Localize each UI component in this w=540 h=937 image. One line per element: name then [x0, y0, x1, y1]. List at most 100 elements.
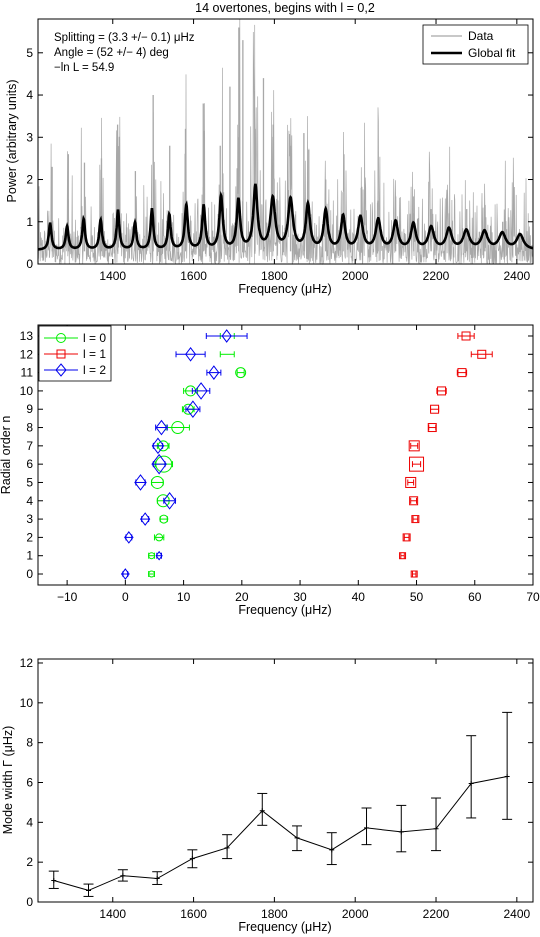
width-ytick-label: 2	[26, 855, 33, 869]
width-point	[294, 835, 300, 841]
echelle-ytick-label: 2	[26, 530, 33, 544]
legend-l1-marker	[56, 349, 66, 359]
width-line	[53, 776, 508, 891]
echelle-ytick-label: 13	[20, 329, 34, 343]
echelle-l0-point	[235, 367, 247, 379]
echelle-ytick-label: 0	[26, 567, 33, 581]
echelle-xtick-label: 40	[352, 590, 366, 604]
echelle-l2-point	[151, 453, 167, 475]
width-panel: 1400 1600 1800 2000 2200 2400 0 2 4 6 8 10 12 Freque…	[1, 656, 534, 934]
width-x-axis-label: Frequency (μHz)	[238, 920, 331, 934]
width-point	[398, 829, 404, 835]
echelle-l1-point	[437, 386, 447, 396]
spectrum-legend: Data Global fit	[422, 24, 529, 65]
echelle-ytick-label: 12	[20, 347, 34, 361]
spectrum-ytick-label: 2	[26, 173, 33, 187]
spectrum-ytick-label: 3	[26, 130, 33, 144]
echelle-xtick-label: 30	[293, 590, 307, 604]
echelle-xtick-label: 20	[235, 590, 249, 604]
spectrum-xtick-label: 1800	[261, 269, 288, 283]
echelle-l1-point	[457, 368, 467, 378]
width-point	[259, 808, 265, 814]
echelle-y-axis-label: Radial order n	[0, 416, 13, 495]
echelle-l0-point	[171, 421, 185, 435]
echelle-l2-point	[155, 419, 168, 436]
spectrum-y-axis-label: Power (arbitrary units)	[5, 80, 19, 203]
echelle-legend: l = 0 l = 1 l = 2	[38, 325, 112, 382]
echelle-l1-point	[405, 476, 417, 488]
width-xtick-label: 1400	[99, 907, 126, 921]
echelle-l2-point	[140, 512, 151, 526]
width-ytick-label: 12	[20, 656, 34, 670]
spectrum-xtick-label: 2400	[503, 269, 530, 283]
width-point	[86, 887, 92, 893]
echelle-l2-point	[155, 550, 163, 561]
echelle-ytick-label: 7	[26, 439, 33, 453]
echelle-l2-point	[185, 346, 197, 362]
width-ytick-label: 10	[20, 696, 34, 710]
echelle-l1-point	[430, 404, 440, 414]
echelle-l2-point	[120, 568, 130, 580]
spectrum-xtick-label: 2200	[423, 269, 450, 283]
width-point	[189, 856, 195, 862]
echelle-xtick-label: 10	[177, 590, 191, 604]
width-point	[433, 826, 439, 832]
echelle-l2-point	[151, 437, 165, 455]
spectrum-panel: 14 overtones, begins with l = 0,2 1400 16…	[5, 1, 534, 296]
echelle-l0-point	[150, 475, 164, 489]
echelle-l0-point	[148, 570, 156, 578]
spectrum-annotation-splitting: Splitting = (3.3 +/− 0.1) μHz	[54, 32, 195, 44]
width-point	[329, 847, 335, 853]
width-point	[468, 780, 474, 786]
echelle-ytick-label: 4	[26, 494, 33, 508]
echelle-l1-point	[461, 331, 471, 341]
width-xtick-label: 1600	[180, 907, 207, 921]
spectrum-ytick-label: 4	[26, 88, 33, 102]
echelle-l2-point	[186, 400, 200, 419]
legend-l2-label: l = 2	[83, 363, 106, 377]
spectrum-ytick-label: 0	[26, 257, 33, 271]
spectrum-xtick-label: 2000	[342, 269, 369, 283]
echelle-l0-point	[159, 514, 169, 524]
width-ytick-label: 6	[26, 775, 33, 789]
width-xtick-label: 2200	[423, 907, 450, 921]
echelle-l2-point	[162, 491, 177, 510]
echelle-l1-point	[402, 533, 411, 542]
echelle-xtick-label: 70	[526, 590, 540, 604]
spectrum-ytick-label: 1	[26, 215, 33, 229]
echelle-xtick-label: 60	[468, 590, 482, 604]
echelle-l1-point	[410, 570, 418, 578]
legend-data-label: Data	[468, 29, 494, 43]
echelle-l1-point	[399, 552, 407, 560]
echelle-l2-point	[124, 531, 134, 544]
echelle-ytick-label: 10	[20, 384, 34, 398]
width-axes-box	[37, 658, 534, 903]
width-ytick-label: 0	[26, 895, 33, 909]
spectrum-x-axis-label: Frequency (μHz)	[238, 282, 331, 296]
echelle-l0-point	[155, 533, 164, 542]
width-ytick-label: 4	[26, 815, 33, 829]
echelle-ytick-label: 3	[26, 512, 33, 526]
echelle-xtick-label: 50	[410, 590, 424, 604]
echelle-l1-point	[409, 456, 425, 472]
echelle-ytick-label: 5	[26, 475, 33, 489]
echelle-l1-point	[427, 423, 437, 433]
echelle-ytick-label: 1	[26, 549, 33, 563]
width-point	[364, 825, 370, 831]
width-point	[154, 875, 160, 881]
echelle-ytick-label: 11	[21, 366, 34, 380]
spectrum-legend-box	[422, 24, 529, 65]
spectrum-ytick-label: 5	[26, 46, 33, 60]
legend-fit-label: Global fit	[468, 46, 516, 60]
width-point	[51, 877, 57, 883]
spectrum-annotation-lnL: −ln L = 54.9	[54, 62, 114, 74]
spectrum-annotation-angle: Angle = (52 +/− 4) deg	[54, 47, 169, 59]
echelle-l2-point	[208, 365, 220, 380]
echelle-ytick-label: 6	[26, 457, 33, 471]
width-xtick-label: 2400	[503, 907, 530, 921]
width-ytick-label: 8	[26, 736, 33, 750]
echelle-l1-point	[411, 515, 420, 524]
echelle-l0-point	[148, 552, 156, 560]
